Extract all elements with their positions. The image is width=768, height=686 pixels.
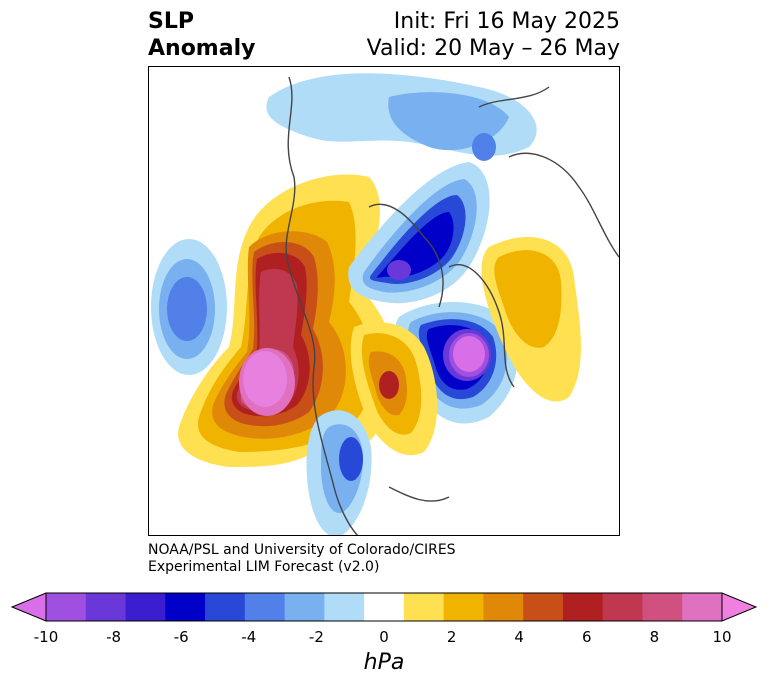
credit: NOAA/PSL and University of Colorado/CIRE… — [148, 542, 456, 576]
colorbar-cell — [284, 593, 325, 621]
colorbar-tick-label: -4 — [241, 628, 257, 646]
colorbar-tick-label: 6 — [582, 628, 592, 646]
credit-line2: Experimental LIM Forecast (v2.0) — [148, 559, 380, 575]
colorbar-tick-label: -6 — [173, 628, 189, 646]
colorbar-cell — [244, 593, 286, 621]
map-title-line2: Anomaly — [148, 36, 256, 61]
colorbar-cell — [205, 593, 246, 621]
positive-anomaly-alaska-yukon — [178, 174, 397, 467]
colorbar-tick-label: -8 — [106, 628, 122, 646]
negative-anomaly-arctic-band — [266, 73, 537, 161]
colorbar-cell — [403, 593, 445, 621]
colorbar-extend-high — [721, 592, 758, 622]
colorbar-tick-label: -2 — [308, 628, 324, 646]
colorbar-cell — [483, 593, 524, 621]
colorbar — [10, 592, 758, 622]
negative-anomaly-arctic — [348, 162, 490, 304]
colorbar-unit: hPa — [363, 650, 405, 675]
init-date: Init: Fri 16 May 2025 — [393, 9, 620, 34]
anomaly-map — [148, 66, 620, 536]
colorbar-cell — [125, 593, 166, 621]
colorbar-cell — [562, 593, 604, 621]
colorbar-cell — [443, 593, 484, 621]
map-title-line1: SLP — [148, 9, 194, 34]
colorbar-tick-label: 2 — [446, 628, 457, 646]
colorbar-tick-label: 10 — [712, 628, 732, 646]
colorbar-cell — [602, 593, 643, 621]
colorbar-cell — [642, 593, 683, 621]
colorbar-cell — [523, 593, 564, 621]
coastlines — [285, 76, 619, 535]
colorbar-cell — [85, 593, 127, 621]
colorbar-tick-label: -10 — [33, 628, 59, 646]
colorbar-cell — [46, 593, 87, 621]
colorbar-cell — [364, 593, 405, 621]
forecast-dates: Init: Fri 16 May 2025 Valid: 20 May – 26… — [367, 8, 620, 62]
negative-anomaly-us-southeast — [306, 410, 372, 535]
positive-anomaly-europe — [481, 237, 581, 402]
colorbar-cell — [682, 593, 723, 621]
colorbar-tick-label: 0 — [379, 628, 389, 646]
negative-anomaly-west-pacific — [151, 239, 227, 375]
anomaly-map-canvas — [151, 73, 619, 535]
colorbar-border — [45, 592, 723, 622]
colorbar-cell — [324, 593, 365, 621]
credit-line1: NOAA/PSL and University of Colorado/CIRE… — [148, 542, 456, 558]
valid-date-range: Valid: 20 May – 26 May — [366, 36, 620, 61]
map-title: SLP Anomaly — [148, 8, 255, 62]
positive-anomaly-greenland — [350, 322, 438, 456]
colorbar-cells — [10, 592, 758, 622]
colorbar-cell — [165, 593, 206, 621]
colorbar-tick-label: 4 — [514, 628, 524, 646]
colorbar-tick-label: 8 — [649, 628, 660, 646]
colorbar-extend-low — [10, 592, 47, 622]
